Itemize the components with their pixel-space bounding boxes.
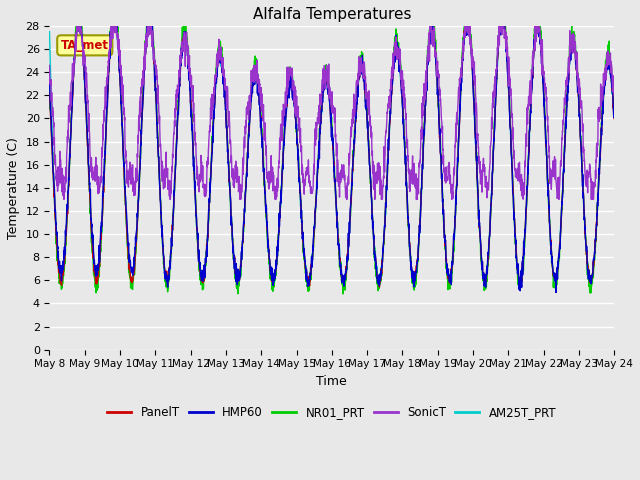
HMP60 bbox=[502, 38, 510, 44]
AM25T_PRT bbox=[603, 64, 611, 70]
PanelT bbox=[45, 90, 53, 96]
SonicT bbox=[603, 63, 611, 69]
SonicT bbox=[60, 196, 68, 202]
AM25T_PRT bbox=[366, 176, 374, 181]
X-axis label: Time: Time bbox=[316, 375, 347, 388]
AM25T_PRT bbox=[102, 131, 110, 136]
PanelT bbox=[502, 48, 510, 54]
SonicT bbox=[611, 93, 618, 98]
HMP60 bbox=[45, 81, 53, 86]
SonicT bbox=[225, 117, 232, 123]
PanelT bbox=[366, 167, 374, 173]
NR01_PRT bbox=[502, 35, 510, 40]
PanelT bbox=[611, 116, 618, 121]
NR01_PRT bbox=[611, 105, 618, 110]
HMP60 bbox=[74, 23, 81, 29]
Line: SonicT: SonicT bbox=[49, 26, 614, 199]
PanelT bbox=[224, 152, 232, 157]
AM25T_PRT bbox=[502, 46, 510, 52]
HMP60 bbox=[102, 123, 110, 129]
HMP60 bbox=[366, 167, 374, 172]
HMP60 bbox=[224, 150, 232, 156]
HMP60 bbox=[534, 27, 541, 33]
NR01_PRT bbox=[534, 23, 542, 29]
NR01_PRT bbox=[72, 23, 80, 29]
PanelT bbox=[534, 23, 542, 29]
SonicT bbox=[102, 87, 110, 93]
NR01_PRT bbox=[224, 147, 232, 153]
NR01_PRT bbox=[102, 125, 110, 131]
AM25T_PRT bbox=[224, 155, 232, 160]
SonicT bbox=[534, 23, 542, 29]
PanelT bbox=[376, 284, 383, 290]
SonicT bbox=[502, 29, 510, 35]
HMP60 bbox=[611, 114, 618, 120]
PanelT bbox=[102, 126, 110, 132]
Line: PanelT: PanelT bbox=[49, 26, 614, 287]
PanelT bbox=[74, 23, 81, 29]
NR01_PRT bbox=[45, 82, 53, 88]
NR01_PRT bbox=[366, 166, 374, 172]
HMP60 bbox=[552, 289, 560, 295]
Y-axis label: Temperature (C): Temperature (C) bbox=[7, 137, 20, 239]
AM25T_PRT bbox=[233, 285, 241, 291]
Line: AM25T_PRT: AM25T_PRT bbox=[49, 26, 614, 288]
Line: NR01_PRT: NR01_PRT bbox=[49, 26, 614, 294]
PanelT bbox=[603, 66, 611, 72]
Title: Alfalfa Temperatures: Alfalfa Temperatures bbox=[253, 7, 411, 22]
Legend: PanelT, HMP60, NR01_PRT, SonicT, AM25T_PRT: PanelT, HMP60, NR01_PRT, SonicT, AM25T_P… bbox=[103, 401, 561, 423]
SonicT bbox=[45, 62, 53, 68]
Text: TA_met: TA_met bbox=[61, 39, 109, 52]
HMP60 bbox=[603, 70, 611, 76]
NR01_PRT bbox=[603, 52, 611, 58]
NR01_PRT bbox=[339, 291, 347, 297]
AM25T_PRT bbox=[73, 23, 81, 29]
AM25T_PRT bbox=[611, 114, 618, 120]
AM25T_PRT bbox=[45, 29, 53, 35]
SonicT bbox=[73, 23, 81, 29]
AM25T_PRT bbox=[534, 24, 542, 30]
Line: HMP60: HMP60 bbox=[49, 26, 614, 292]
SonicT bbox=[366, 114, 374, 120]
